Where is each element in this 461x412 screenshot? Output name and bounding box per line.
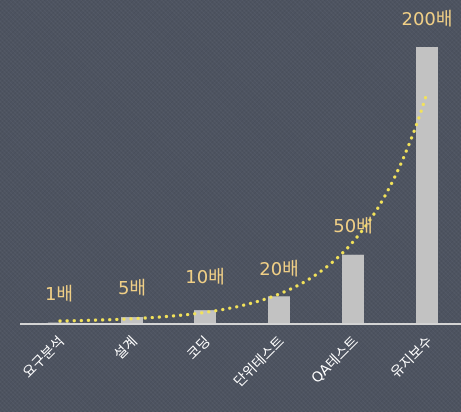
bar-2 xyxy=(121,317,143,324)
x-tick-label-4: 단위테스트 xyxy=(231,333,288,390)
value-label-6: 200배 xyxy=(402,9,453,30)
value-label-3: 10배 xyxy=(185,267,224,288)
x-tick-labels-group: 요구분석 설계 코딩 단위테스트 QA테스트 유지보수 xyxy=(20,333,436,390)
value-label-1: 1배 xyxy=(45,284,73,305)
value-label-2: 5배 xyxy=(118,278,146,299)
value-labels-group: 1배 5배 10배 20배 50배 200배 xyxy=(45,9,452,305)
trend-curve xyxy=(58,91,429,323)
bar-3 xyxy=(194,310,216,324)
x-tick-label-2: 설계 xyxy=(111,334,141,364)
bars-group xyxy=(48,47,438,324)
x-tick-label-3: 코딩 xyxy=(184,334,214,364)
value-label-4: 20배 xyxy=(259,259,298,280)
bar-4 xyxy=(268,296,290,324)
bar-6 xyxy=(416,47,438,324)
bar-5 xyxy=(342,254,364,324)
x-tick-label-6: 유지보수 xyxy=(388,333,436,381)
value-label-5: 50배 xyxy=(333,216,372,237)
x-tick-label-5: QA테스트 xyxy=(309,333,362,386)
x-tick-label-1: 요구분석 xyxy=(20,334,68,382)
